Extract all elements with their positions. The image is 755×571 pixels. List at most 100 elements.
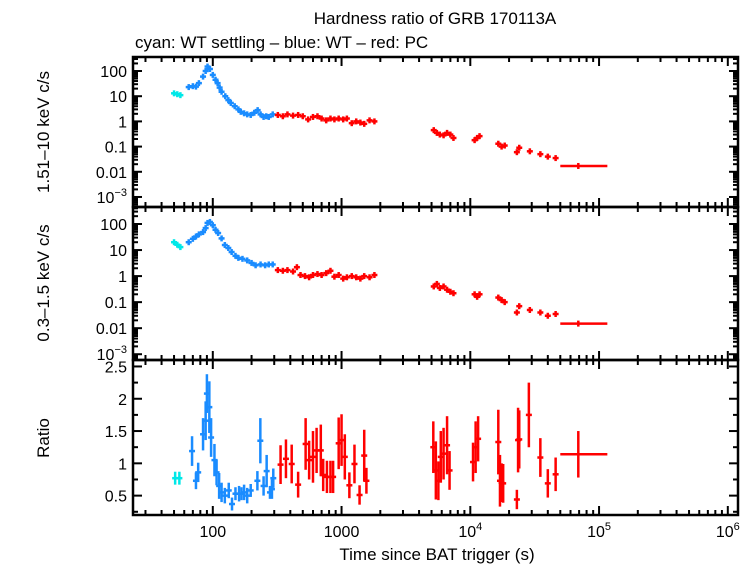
data-point [440,132,447,139]
data-point [225,244,232,251]
data-point [221,487,228,504]
data-point [228,249,235,256]
data-point [215,230,222,237]
data-point [537,151,544,158]
data-point [327,267,334,274]
data-point [302,418,309,470]
data-point [185,239,192,246]
data-point [501,299,508,306]
data-point [171,239,178,246]
data-point [284,267,291,274]
data-point [227,99,234,106]
data-point [357,275,364,282]
data-point [218,88,225,95]
data-point [206,218,213,225]
data-point [218,235,225,242]
data-point [176,471,183,485]
wt-series [185,63,276,120]
data-point [269,261,276,268]
data-point [222,93,229,100]
data-point [225,482,232,499]
data-point [560,162,608,169]
data-point [516,410,523,469]
data-point [221,242,228,249]
y-axis-label-hard: 1.51–10 keV c/s [34,71,53,193]
y-tick-label: 1.5 [105,424,127,441]
wt_settling-series [171,239,184,251]
data-point [177,92,184,99]
y-tick-label: 0.5 [105,489,127,506]
data-point [450,134,457,141]
data-point [444,286,451,293]
y-tick-label: 0.01 [96,165,127,182]
data-point [318,272,325,279]
data-point [363,467,370,494]
data-point [257,418,264,464]
y-tick-label: 0.01 [96,321,127,338]
data-point [317,424,324,477]
y-tick-label: 1 [118,456,127,473]
data-point [248,259,255,266]
data-point [537,309,544,316]
data-point [552,311,559,318]
data-point [500,463,507,503]
data-point [340,275,347,282]
data-point [239,255,246,262]
chart-title: Hardness ratio of GRB 170113A [314,9,557,28]
data-point [560,320,608,327]
data-point [433,280,440,287]
data-point [495,409,502,475]
data-point [195,80,202,87]
y-tick-label: 10 [109,243,127,260]
data-point [450,290,457,297]
data-point [323,117,330,124]
data-point [436,284,443,291]
data-point [202,401,209,441]
data-point [440,283,447,290]
data-point [544,312,551,319]
data-point [229,497,236,511]
x-axis-label: Time since BAT trigger (s) [339,545,534,564]
data-point [357,119,364,126]
ratio-panel: 2.5 2 1.5 1 0.5 100 1000 104 105 106 [105,358,740,541]
data-point [371,272,378,279]
x-tick-label: 1000 [324,524,360,541]
data-point [361,429,368,482]
data-point [323,270,330,277]
data-point [200,73,207,80]
data-point [513,149,520,156]
data-point [295,471,302,498]
data-point [251,109,258,116]
data-point [338,414,345,466]
data-point [247,111,254,118]
data-point [526,306,533,313]
pc-series [277,382,608,510]
data-point [299,113,306,120]
data-point [343,115,350,122]
x-tick-label: 104 [458,521,482,541]
data-point [560,431,608,478]
data-point [501,142,508,149]
data-point [305,116,312,123]
data-point [254,471,261,491]
data-point [195,231,202,238]
y-tick-label: 10−3 [97,187,127,207]
data-point [270,468,277,488]
data-point [526,148,533,155]
data-point [447,131,454,138]
data-point [516,144,523,151]
data-point [284,111,291,118]
y-tick-label: 1 [118,269,127,286]
data-point [200,229,207,236]
data-point [309,431,316,483]
y-tick-label: 0.1 [105,140,127,157]
data-point [268,479,275,499]
data-point [320,458,327,492]
data-point [335,272,342,279]
data-point [544,153,551,160]
y-tick-label: 100 [100,217,127,234]
data-point [341,434,348,480]
y-tick-label: 0.1 [105,295,127,312]
data-point [244,487,251,504]
data-point [552,155,559,162]
